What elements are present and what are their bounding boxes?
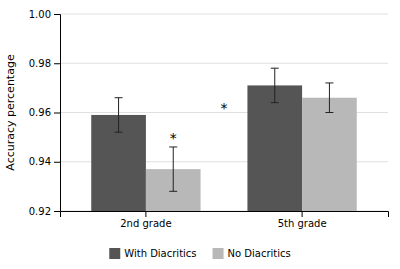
x-axis: 2nd grade 5th grade — [61, 211, 389, 229]
error-bars — [169, 83, 333, 191]
annotation: * — [170, 130, 177, 146]
error-cap — [325, 82, 333, 83]
tick-mark — [54, 113, 60, 114]
tick: 0.92 — [29, 206, 60, 217]
tick-label: 0.96 — [29, 107, 51, 118]
error-cap — [325, 112, 333, 113]
tick: 5th grade — [278, 211, 327, 229]
tick: 0.98 — [29, 58, 60, 69]
marks — [91, 68, 357, 211]
legend: With Diacritics No Diacritics — [109, 248, 290, 259]
error-cap — [169, 191, 177, 192]
error-cap — [115, 132, 123, 133]
bar — [302, 98, 357, 211]
error-cap — [271, 102, 279, 103]
legend-label: With Diacritics — [124, 248, 196, 259]
error-bar — [173, 147, 174, 191]
tick-label: 0.94 — [29, 156, 51, 167]
bar — [247, 85, 302, 211]
series — [146, 98, 357, 211]
series — [91, 85, 302, 211]
tick-label: 2nd grade — [120, 218, 171, 229]
tick: 1.00 — [29, 9, 60, 20]
grid-line — [60, 63, 388, 64]
tick-label: 0.98 — [29, 58, 51, 69]
legend-swatch — [109, 248, 120, 259]
tick: 0.94 — [29, 156, 60, 167]
tick-mark — [54, 63, 60, 64]
tick-label: 5th grade — [278, 218, 327, 229]
error-bar — [329, 83, 330, 113]
error-bar — [118, 98, 119, 132]
error-cap — [115, 97, 123, 98]
grid-line — [60, 14, 388, 15]
tick-mark — [54, 162, 60, 163]
legend-item: No Diacritics — [213, 248, 291, 259]
error-cap — [169, 146, 177, 147]
tick-mark — [302, 211, 303, 217]
tick-mark — [145, 211, 146, 217]
tick: 0.96 — [29, 107, 60, 118]
error-bar — [274, 68, 275, 102]
axis-line — [61, 212, 389, 218]
tick-mark — [54, 211, 60, 212]
error-cap — [271, 68, 279, 69]
tick: 2nd grade — [120, 211, 171, 229]
error-bars — [115, 68, 279, 132]
tick-label: 0.92 — [29, 206, 51, 217]
plot: 0.92 0.94 0.96 0.98 1.00 2nd grade 5th grade Ac… — [4, 9, 389, 229]
axis-line — [54, 15, 61, 212]
legend-item: With Diacritics — [109, 248, 196, 259]
legend-swatch — [213, 248, 224, 259]
tick-mark — [54, 14, 60, 15]
chart: 0.92 0.94 0.96 0.98 1.00 2nd grade 5th grade Ac… — [0, 0, 400, 269]
grid — [60, 14, 388, 211]
y-axis: 0.92 0.94 0.96 0.98 1.00 — [29, 9, 61, 217]
annotation: * — [221, 100, 228, 116]
legend-label: No Diacritics — [228, 248, 291, 259]
tick-label: 1.00 — [29, 9, 51, 20]
y-axis-title: Accuracy percentage — [4, 54, 17, 171]
